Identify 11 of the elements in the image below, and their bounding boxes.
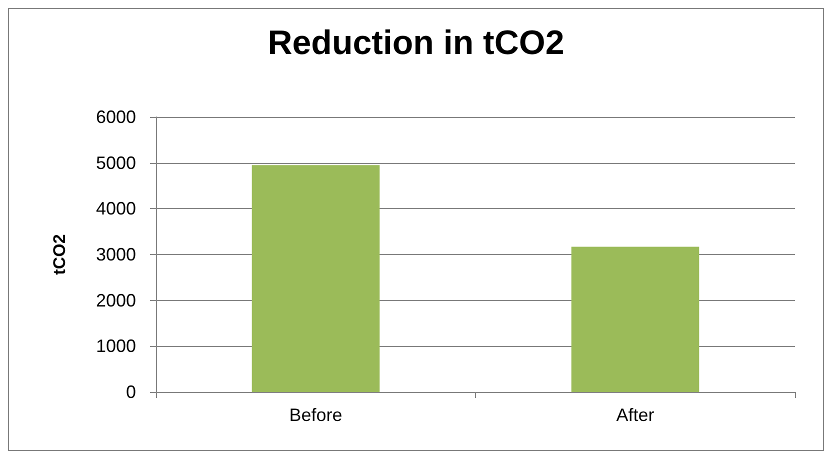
chart-title: Reduction in tCO2 xyxy=(268,24,564,62)
y-tick-label: 0 xyxy=(126,382,136,402)
y-tick-label: 5000 xyxy=(96,152,136,173)
x-tick-label: After xyxy=(616,405,654,425)
y-tick-label: 6000 xyxy=(96,107,136,127)
y-axis-title: tCO2 xyxy=(50,234,69,275)
y-tick-label: 4000 xyxy=(96,198,136,219)
x-tick-label: Before xyxy=(289,405,342,425)
y-tick-label: 2000 xyxy=(96,290,136,310)
y-tick-label: 3000 xyxy=(96,244,136,264)
y-tick-label: 1000 xyxy=(96,336,136,356)
